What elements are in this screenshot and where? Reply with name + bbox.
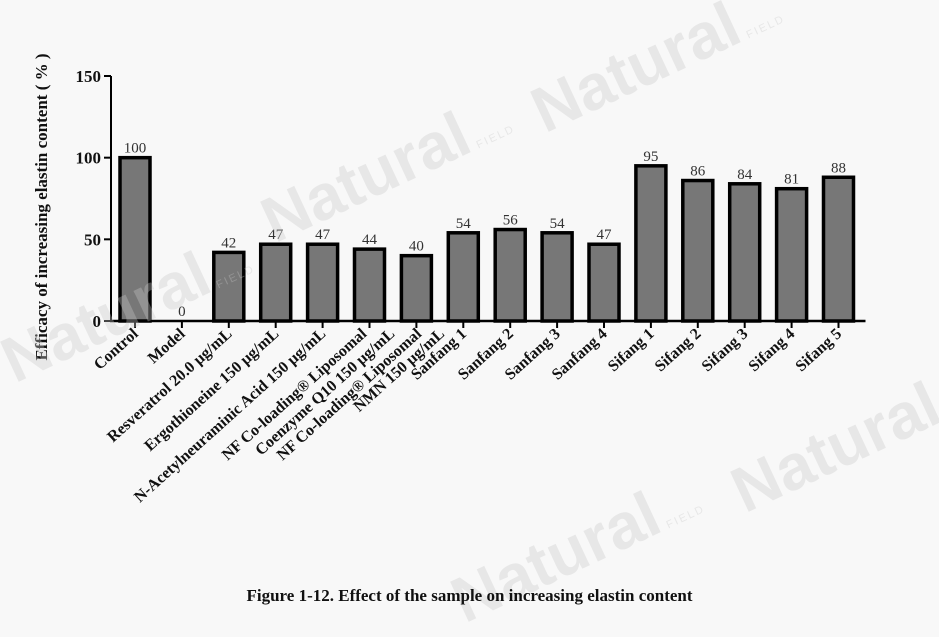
bar-value-label: 100 [124, 141, 147, 157]
bar-value-label: 88 [831, 160, 846, 176]
bar-value-label: 86 [690, 164, 706, 180]
x-tick-label: Sifang 2 [652, 325, 705, 375]
bar-value-label: 56 [503, 213, 519, 229]
bar [540, 231, 574, 323]
bar-value-label: 47 [268, 227, 284, 243]
bar [352, 247, 387, 323]
bar-value-label: 47 [597, 227, 613, 243]
bar-value-label: 40 [409, 239, 424, 255]
bar [774, 186, 809, 323]
bar-value-label: 84 [737, 167, 753, 183]
bar-value-label: 42 [221, 235, 236, 251]
bar-value-label: 95 [643, 149, 658, 165]
x-tick-label: Control [91, 325, 142, 373]
bar-chart: Efficacy of increasing elastin content (… [32, 53, 866, 506]
x-tick-label: Sifang 5 [792, 325, 845, 375]
bar-value-label: 44 [362, 232, 378, 248]
x-tick-label: Sifang 3 [699, 325, 752, 375]
y-axis-title: Efficacy of increasing elastin content (… [32, 53, 51, 360]
chart: Efficacy of increasing elastin content (… [32, 53, 866, 506]
y-axis-label: Efficacy of increasing elastin content (… [32, 53, 51, 360]
bars: 100 0 42 47 47 44 40 54 56 54 47 95 86 84 81 88 [118, 141, 856, 323]
y-tick-label: 50 [84, 230, 101, 249]
bar-value-label: 54 [550, 216, 566, 232]
bar [821, 175, 856, 323]
x-tick-label: Sifang 4 [746, 325, 799, 375]
y-axis: 0 50 100 150 [76, 67, 112, 331]
bar-value-label: 81 [784, 172, 799, 188]
x-tick-label: Model [145, 325, 189, 367]
y-tick-label: 100 [76, 149, 102, 168]
bar [634, 164, 668, 323]
y-tick-label: 0 [93, 312, 102, 331]
bar [446, 231, 481, 323]
bar [587, 242, 621, 323]
x-tick-label: Sifang 1 [605, 325, 658, 375]
bar [258, 242, 293, 323]
bar [305, 242, 340, 323]
y-tick-label: 150 [76, 67, 102, 86]
bar [681, 178, 715, 323]
bar [212, 250, 246, 323]
bar-value-label: 54 [456, 216, 472, 232]
figure-caption: Figure 1-12. Effect of the sample on inc… [246, 586, 693, 605]
bar [727, 182, 762, 323]
bar-value-label: 47 [315, 227, 331, 243]
bar [118, 155, 152, 323]
bar-value-label: 0 [178, 304, 186, 320]
bar [493, 227, 527, 323]
bar [399, 253, 434, 323]
